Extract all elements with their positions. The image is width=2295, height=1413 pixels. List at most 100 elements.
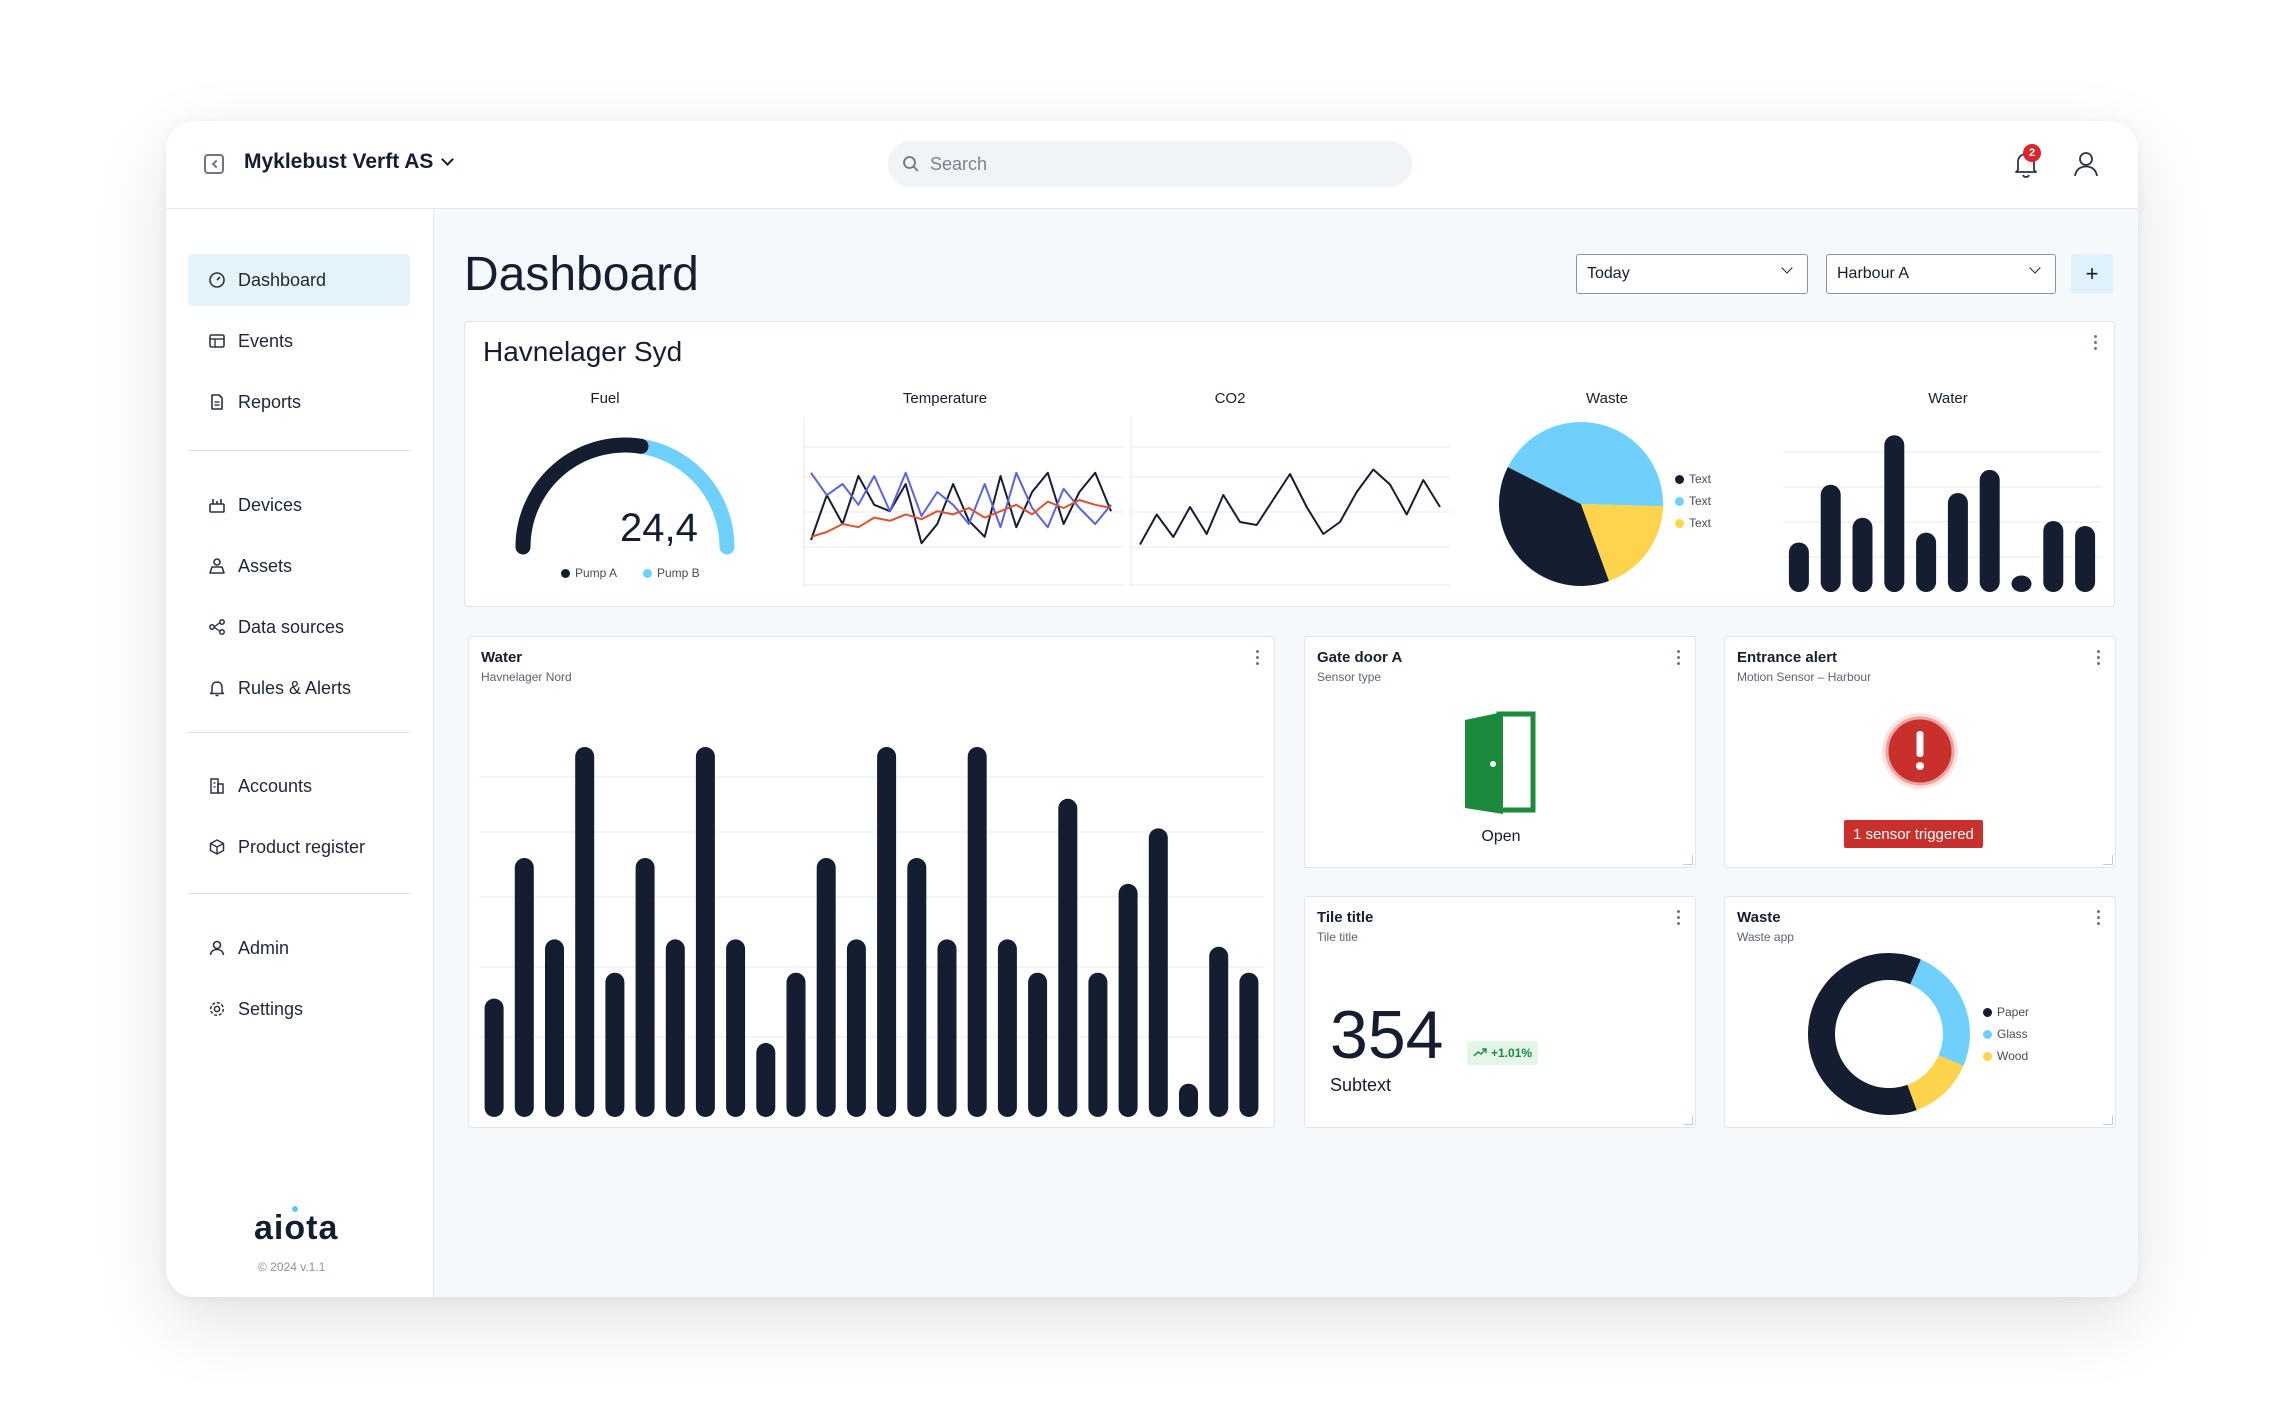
temperature-label: Temperature [902, 390, 988, 407]
sidebar-item-label: Events [238, 330, 294, 351]
water-card-menu-icon[interactable] [1250, 647, 1264, 667]
water-big-bar-17 [967, 747, 987, 1117]
resize-handle[interactable] [2103, 1115, 2113, 1125]
water-big-bar-5 [605, 972, 625, 1117]
water-big-bar-15 [907, 858, 927, 1117]
overview-menu-icon[interactable] [2088, 332, 2102, 352]
kpi-card: Tile title Tile title 354 +1.01% Subtext [1304, 896, 1696, 1128]
water-mini-bar-7 [1979, 469, 2000, 592]
location-select[interactable]: Harbour A [1826, 254, 2056, 294]
period-select[interactable]: Today [1576, 254, 1808, 294]
kpi-card-menu-icon[interactable] [1671, 907, 1685, 927]
sidebar-item-product-register[interactable]: Product register [188, 821, 410, 873]
water-big-bar-11 [786, 972, 806, 1117]
water-big-bar-16 [937, 939, 957, 1117]
waste-legend-wood: Wood [1983, 1049, 2028, 1063]
sidebar-item-admin[interactable]: Admin [188, 922, 410, 974]
sidebar-divider [188, 893, 410, 894]
add-widget-button[interactable]: + [2071, 254, 2113, 294]
waste-legend-paper: Paper [1983, 1005, 2029, 1019]
sidebar-item-label: Settings [238, 998, 304, 1019]
sidebar-item-label: Devices [238, 494, 303, 515]
alert-badge: 1 sensor triggered [1844, 820, 1983, 848]
water-big-bar-4 [575, 747, 595, 1117]
bell-icon [209, 681, 225, 697]
person-icon [209, 940, 225, 956]
trend-up-icon [1473, 1048, 1487, 1057]
logo-dot [292, 1206, 298, 1212]
sidebar-item-settings[interactable]: Settings [188, 983, 410, 1035]
gate-card-menu-icon[interactable] [1671, 647, 1685, 667]
waste-donut-chart [1808, 953, 1970, 1115]
sidebar-item-data-sources[interactable]: Data sources [188, 601, 410, 653]
sidebar-item-dashboard[interactable]: Dashboard [188, 254, 410, 306]
sidebar-item-rules-alerts[interactable]: Rules & Alerts [188, 662, 410, 714]
alert-card-title: Entrance alert [1737, 649, 1838, 666]
water-mini-bar-5 [1916, 532, 1937, 592]
gauge-icon [209, 272, 225, 288]
user-icon[interactable] [2071, 149, 2101, 179]
water-mini-bar-3 [1852, 517, 1873, 592]
sidebar-item-devices[interactable]: Devices [188, 479, 410, 531]
legend-dot [1675, 518, 1684, 528]
water-big-bar-18 [997, 939, 1017, 1117]
fuel-gauge [515, 437, 735, 555]
resize-handle[interactable] [2103, 855, 2113, 865]
kpi-trend-badge: +1.01% [1467, 1041, 1539, 1065]
fuel-legend-pump-b: Pump B [643, 566, 700, 580]
pie-slice-text-3 [1581, 504, 1663, 582]
sidebar-divider [188, 732, 410, 733]
location-select-value: Harbour A [1837, 265, 1910, 282]
water-mini-bar-6 [1947, 493, 1968, 592]
sidebar-item-reports[interactable]: Reports [188, 376, 410, 428]
chevron-down-icon [441, 153, 455, 166]
org-switcher[interactable]: Myklebust Verft AS [244, 150, 455, 174]
gauge-pump-a-arc [515, 437, 649, 555]
collapse-sidebar-icon[interactable] [204, 154, 224, 174]
sidebar-item-label: Data sources [238, 616, 345, 637]
water-mini-bar-9 [2043, 521, 2064, 592]
alert-card-menu-icon[interactable] [2091, 647, 2105, 667]
legend-label: Text [1689, 494, 1712, 508]
resize-handle[interactable] [1683, 855, 1693, 865]
water-big-bar-9 [726, 939, 746, 1117]
legend-dot [643, 568, 652, 578]
waste-legend-3: Text [1675, 516, 1711, 530]
search-bar[interactable] [888, 141, 1412, 187]
legend-label: Pump A [575, 566, 618, 580]
water-big-bar-26 [1239, 972, 1259, 1117]
open-door-icon [1465, 711, 1536, 814]
waste-label: Waste [1586, 390, 1628, 407]
water-big-bar-7 [665, 939, 685, 1117]
pie-slice-text-1 [1499, 467, 1610, 586]
overview-title: Havnelager Syd [483, 336, 683, 367]
pie-slice-wood-3 [1907, 1055, 1964, 1111]
sidebar-item-events[interactable]: Events [188, 315, 410, 367]
search-icon [903, 156, 919, 172]
water-card-title: Water [481, 649, 523, 666]
gate-status: Open [1481, 828, 1521, 845]
pie-slice-text-2 [1507, 422, 1663, 507]
alert-card-subtitle: Motion Sensor – Harbour [1737, 670, 1872, 684]
sidebar-item-assets[interactable]: Assets [188, 540, 410, 592]
water-big-bar-23 [1148, 828, 1168, 1117]
copyright: © 2024 v.1.1 [258, 1260, 326, 1274]
page-title: Dashboard [464, 248, 699, 301]
sidebar-item-accounts[interactable]: Accounts [188, 760, 410, 812]
water-big-bar-22 [1118, 883, 1138, 1117]
waste-card-menu-icon[interactable] [2091, 907, 2105, 927]
water-big-bar-21 [1088, 972, 1108, 1117]
search-input[interactable] [930, 153, 1370, 175]
legend-dot [1983, 1029, 1992, 1039]
fuel-value: 24,4 [620, 506, 698, 550]
legend-label: Text [1689, 516, 1712, 530]
water-mini-bar-4 [1884, 435, 1905, 592]
app-window: Myklebust Verft AS 2 Dashboard Events Re… [166, 121, 2138, 1297]
water-big-bar-14 [877, 747, 897, 1117]
waste-legend-2: Text [1675, 494, 1711, 508]
legend-label: Paper [1997, 1005, 2030, 1019]
waste-pie-chart [1499, 422, 1663, 586]
resize-handle[interactable] [1683, 1115, 1693, 1125]
waste-legend-1: Text [1675, 472, 1711, 486]
cube-icon [209, 839, 225, 855]
